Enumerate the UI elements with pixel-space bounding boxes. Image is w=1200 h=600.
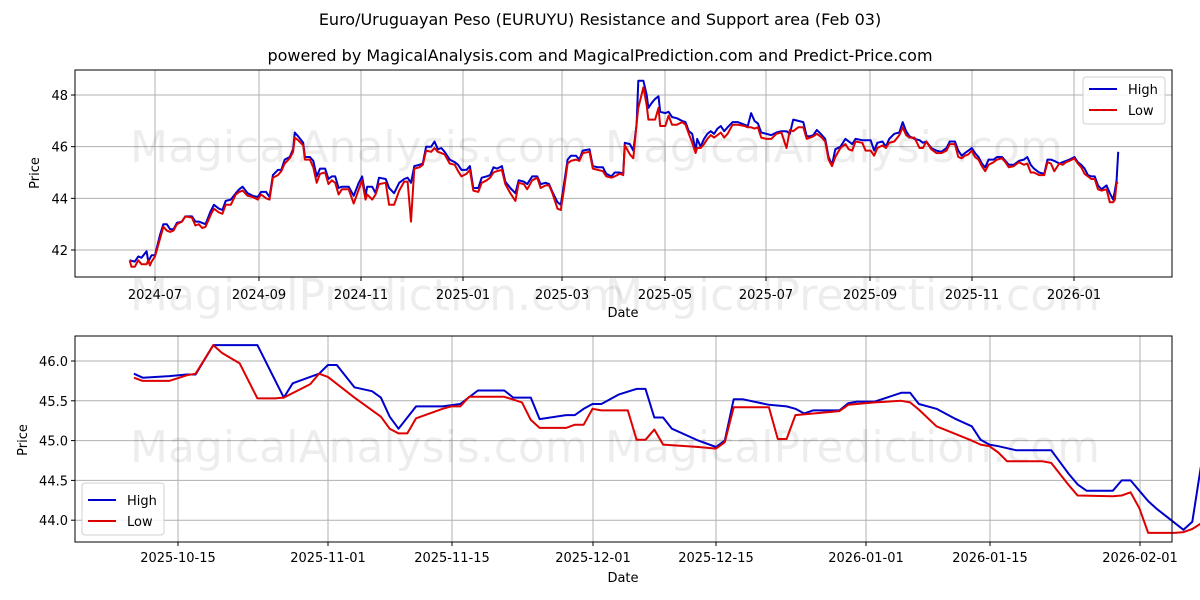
top-plot: MagicalAnalysis.com MagicalPrediction.com… [28, 69, 1173, 321]
y-tick-label: 44 [51, 192, 68, 207]
y-tick-label: 45.5 [39, 395, 68, 410]
x-tick-label: 2025-03 [535, 288, 589, 303]
x-tick-label: 2025-11-01 [290, 551, 366, 566]
y-tick-label: 45.0 [39, 435, 68, 450]
y-tick-label: 46 [51, 141, 68, 156]
x-tick-label: 2025-07 [739, 288, 793, 303]
x-tick-label: 2025-01 [436, 288, 490, 303]
top-ticks: 42 44 46 48 2024-07 2024-09 2024-11 2025-01 2025… [51, 89, 1101, 303]
bottom-ticks: 44.0 44.5 45.0 45.5 46.0 2025-10-15 2025-11-01… [39, 355, 1178, 566]
bottom-low-line [133, 344, 1200, 534]
x-tick-label: 2024-11 [334, 288, 388, 303]
bottom-xlabel: Date [607, 571, 638, 586]
bottom-grid [75, 336, 1172, 542]
bottom-legend: High Low [81, 482, 165, 536]
bottom-high-line [133, 344, 1200, 531]
legend-low-label: Low [127, 515, 153, 530]
top-lines [128, 79, 1120, 268]
x-tick-label: 2025-10-15 [140, 551, 216, 566]
y-tick-label: 48 [51, 89, 68, 104]
x-tick-label: 2025-05 [638, 288, 692, 303]
y-tick-label: 44.0 [39, 514, 68, 529]
x-tick-label: 2025-11-15 [414, 551, 490, 566]
x-tick-label: 2025-11 [945, 288, 999, 303]
bottom-ylabel: Price [16, 424, 31, 456]
watermark-text: MagicalAnalysis.com [130, 122, 588, 173]
chart-subtitle: powered by MagicalAnalysis.com and Magic… [267, 46, 933, 65]
x-tick-label: 2026-01-15 [952, 551, 1028, 566]
legend-low-label: Low [1128, 104, 1154, 119]
bottom-watermarks: MagicalAnalysis.com MagicalPrediction.com [130, 422, 1100, 473]
top-ylabel: Price [28, 157, 43, 189]
watermark-text: MagicalPrediction.com [605, 270, 1100, 321]
x-tick-label: 2026-02-01 [1102, 551, 1178, 566]
x-tick-label: 2025-12-15 [678, 551, 754, 566]
watermark-text: MagicalAnalysis.com [605, 122, 1063, 173]
legend-high-label: High [127, 494, 157, 509]
x-tick-label: 2026-01-01 [828, 551, 904, 566]
legend-high-label: High [1128, 83, 1158, 98]
chart-title: Euro/Uruguayan Peso (EURUYU) Resistance … [318, 10, 882, 29]
x-tick-label: 2024-07 [128, 288, 182, 303]
x-tick-label: 2025-12-01 [555, 551, 631, 566]
top-legend: High Low [1082, 76, 1166, 125]
watermark-text: MagicalPrediction.com [130, 270, 625, 321]
bottom-plot: MagicalAnalysis.com MagicalPrediction.com… [16, 335, 1200, 586]
top-watermarks: MagicalAnalysis.com MagicalPrediction.com… [130, 122, 1100, 321]
top-xlabel: Date [607, 306, 638, 321]
bottom-lines [133, 344, 1200, 534]
watermark-text: MagicalAnalysis.com [130, 422, 588, 473]
top-low-line [128, 86, 1119, 268]
y-tick-label: 44.5 [39, 474, 68, 489]
x-tick-label: 2024-09 [232, 288, 286, 303]
top-grid [75, 70, 1172, 277]
y-tick-label: 42 [51, 244, 68, 259]
x-tick-label: 2025-09 [843, 288, 897, 303]
x-tick-label: 2026-01 [1047, 288, 1101, 303]
watermark-text: MagicalPrediction.com [605, 422, 1100, 473]
y-tick-label: 46.0 [39, 355, 68, 370]
